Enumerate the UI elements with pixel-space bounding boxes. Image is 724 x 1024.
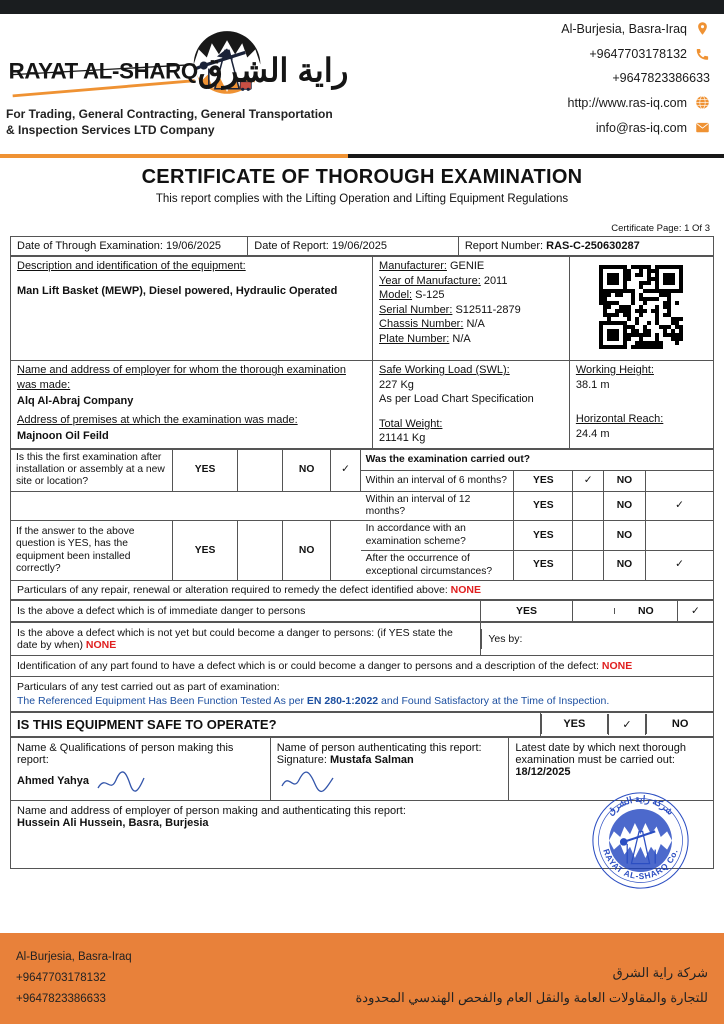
- svg-text:راية الشرق: راية الشرق: [198, 53, 349, 91]
- svg-text:RAYAT AL-SHARQ: RAYAT AL-SHARQ: [9, 59, 198, 84]
